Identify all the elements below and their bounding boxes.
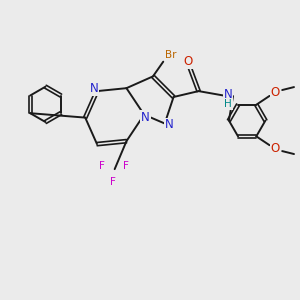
Text: N: N [165, 118, 173, 131]
Text: F: F [110, 176, 116, 187]
Text: F: F [123, 161, 129, 171]
Text: N: N [141, 111, 150, 124]
Text: Br: Br [166, 50, 177, 60]
Text: N: N [224, 88, 233, 100]
Text: O: O [271, 86, 280, 99]
Text: O: O [184, 55, 193, 68]
Text: H: H [224, 99, 232, 110]
Text: O: O [271, 142, 280, 155]
Text: F: F [99, 161, 105, 171]
Text: N: N [90, 82, 98, 95]
